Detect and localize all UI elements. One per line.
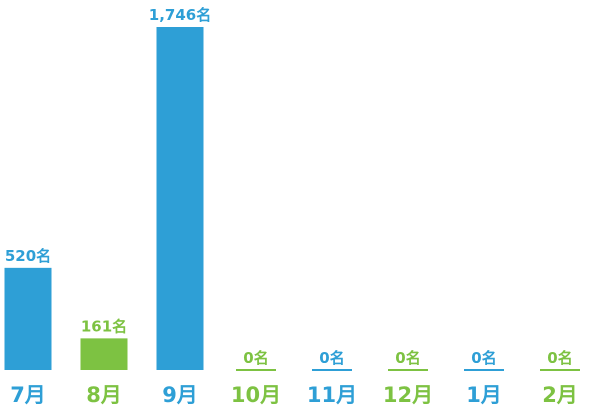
value-label: 0名 [395, 349, 420, 367]
value-label: 161名 [81, 317, 127, 335]
value-label: 0名 [471, 349, 496, 367]
value-label: 0名 [319, 349, 344, 367]
value-label: 520名 [5, 247, 51, 265]
value-label: 0名 [547, 349, 572, 367]
bar [4, 267, 52, 370]
value-label: 0名 [243, 349, 268, 367]
bar [80, 338, 128, 370]
x-tick-label: 7月 [10, 383, 46, 407]
bar [156, 27, 204, 370]
x-tick-label: 1月 [466, 383, 502, 407]
x-tick-label: 11月 [307, 383, 357, 407]
x-tick-label: 2月 [542, 383, 578, 407]
x-tick-label: 8月 [86, 383, 122, 407]
value-label: 1,746名 [149, 6, 211, 24]
x-tick-label: 12月 [383, 383, 433, 407]
x-tick-label: 9月 [162, 383, 198, 407]
x-tick-label: 10月 [231, 383, 281, 407]
